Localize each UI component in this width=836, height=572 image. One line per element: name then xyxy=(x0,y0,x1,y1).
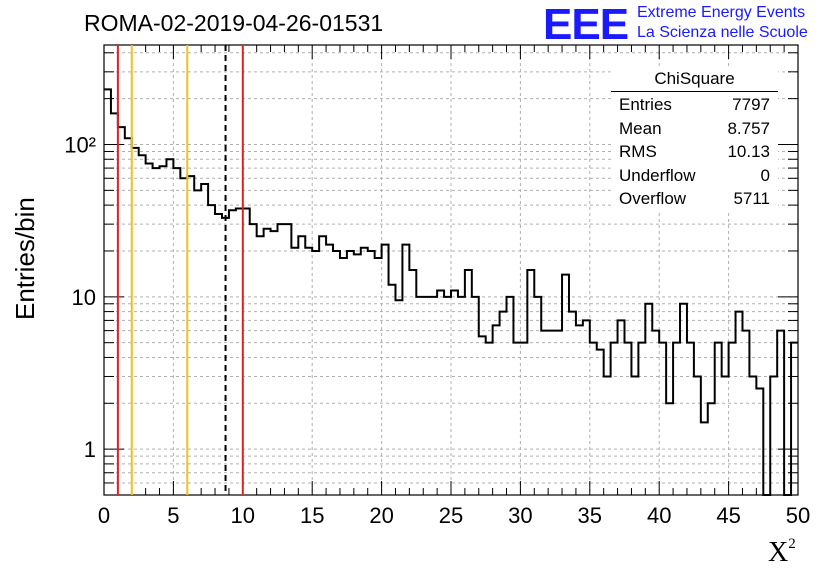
tick-labels: 0 5 10 15 20 25 30 35 40 45 50 1 10 10² xyxy=(64,132,810,528)
y-axis-label: Entries/bin xyxy=(10,197,40,320)
x-tick-label: 35 xyxy=(578,503,602,528)
axis-ticks xyxy=(103,45,799,496)
reference-lines xyxy=(116,45,244,495)
y-tick-label: 10 xyxy=(72,285,96,310)
y-tick-label: 10² xyxy=(64,132,96,157)
x-tick-label: 20 xyxy=(369,503,393,528)
chart-title: ROMA-02-2019-04-26-01531 xyxy=(84,10,384,36)
x-tick-label: 5 xyxy=(167,503,179,528)
x-tick-label: 0 xyxy=(98,503,110,528)
stats-value: 7797 xyxy=(732,95,770,114)
x-tick-label: 30 xyxy=(508,503,532,528)
stats-label: Mean xyxy=(619,118,662,138)
stats-value: 5711 xyxy=(733,189,770,208)
x-tick-label: 25 xyxy=(439,503,463,528)
stats-label: Overflow xyxy=(619,189,687,208)
x-axis-label: X2 xyxy=(768,536,796,569)
stats-value: 8.757 xyxy=(727,118,770,138)
eee-logo: EEE xyxy=(543,0,629,49)
x-tick-label: 50 xyxy=(786,503,810,528)
stats-label: RMS xyxy=(619,142,657,161)
x-axis-label-superscript: 2 xyxy=(788,536,796,552)
x-tick-label: 45 xyxy=(716,503,740,528)
logo-line-2: La Scienza nelle Scuole xyxy=(637,24,808,41)
stats-box: ChiSquare Entries 7797 Mean 8.757 RMS 10… xyxy=(611,67,778,211)
stats-label: Entries xyxy=(619,95,672,114)
logo-line-1: Extreme Energy Events xyxy=(637,4,806,21)
histogram-line xyxy=(104,88,798,496)
stats-row-rms: RMS 10.13 xyxy=(611,140,778,164)
stats-label: Underflow xyxy=(619,165,696,185)
stats-row-entries: Entries 7797 xyxy=(611,93,778,117)
stats-value: 10.13 xyxy=(727,142,770,161)
stats-row-underflow: Underflow 0 xyxy=(611,164,778,188)
stats-row-overflow: Overflow 5711 xyxy=(611,187,778,211)
y-tick-label: 1 xyxy=(84,437,96,462)
x-tick-label: 40 xyxy=(647,503,671,528)
x-tick-label: 15 xyxy=(300,503,324,528)
stats-value: 0 xyxy=(760,165,770,185)
x-tick-label: 10 xyxy=(231,503,255,528)
stats-title: ChiSquare xyxy=(611,67,778,92)
stats-row-mean: Mean 8.757 xyxy=(611,117,778,141)
x-axis-label-base: X xyxy=(768,537,789,568)
